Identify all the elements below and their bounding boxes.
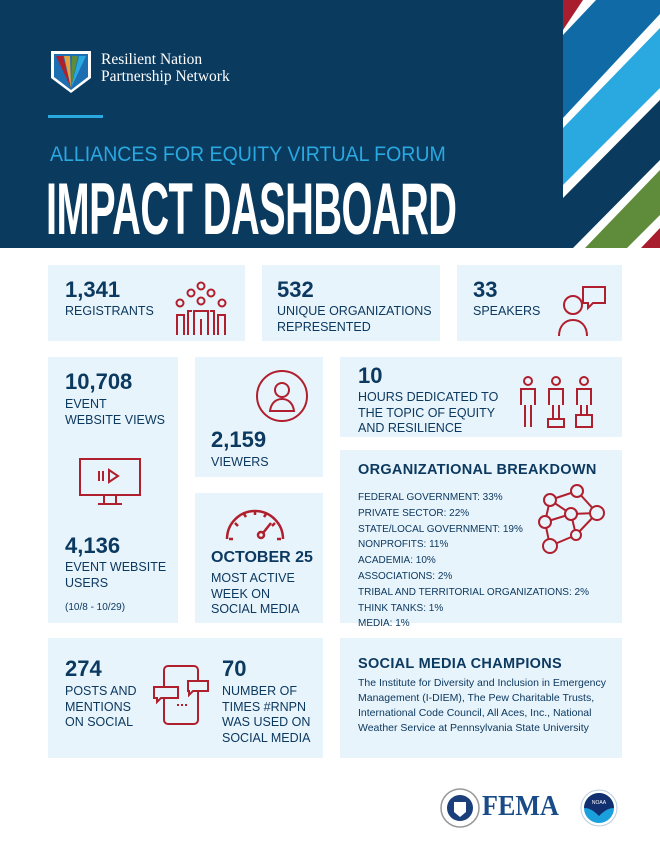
label-line: SOCIAL MEDIA — [222, 730, 311, 745]
website-card: 10,708 EVENT WEBSITE VIEWS 4,136 EVENT WE… — [48, 357, 178, 623]
hashtag-value: 70 — [222, 656, 247, 681]
registrants-value: 1,341 — [65, 277, 121, 302]
page-title: IMPACT DASHBOARD — [46, 169, 457, 248]
label-line: NUMBER OF — [222, 684, 297, 698]
label-line: MOST ACTIVE — [211, 571, 295, 585]
header-banner: Resilient Nation Partnership Network ALLI… — [0, 0, 660, 248]
organizations-card: 532 UNIQUE ORGANIZATIONS REPRESENTED — [262, 265, 440, 341]
breakdown-title: ORGANIZATIONAL BREAKDOWN — [358, 462, 597, 478]
noaa-label: NOAA — [592, 800, 607, 806]
org-name-line2: Partnership Network — [101, 68, 230, 85]
label-line: ON SOCIAL — [65, 715, 134, 729]
speedometer-icon — [225, 509, 285, 541]
person-circle-icon — [256, 370, 308, 422]
breakdown-item: PRIVATE SECTOR: 22% — [358, 507, 470, 519]
organizations-value: 532 — [277, 277, 314, 302]
label-line: REPRESENTED — [277, 319, 371, 334]
registrants-label: REGISTRANTS — [65, 304, 154, 318]
breakdown-item: STATE/LOCAL GOVERNMENT: 19% — [358, 523, 523, 535]
registrants-card: 1,341 REGISTRANTS — [48, 265, 245, 341]
active-week-label: MOST ACTIVE WEEK ON SOCIAL MEDIA — [211, 571, 299, 618]
label-line: MENTIONS — [65, 699, 131, 714]
decorative-stripes — [563, 0, 660, 248]
podium-speakers-icon — [520, 376, 593, 428]
org-name: Resilient Nation Partnership Network — [101, 51, 230, 85]
breakdown-item: TRIBAL AND TERRITORIAL ORGANIZATIONS: 2% — [358, 586, 589, 598]
hours-label: HOURS DEDICATED TO THE TOPIC OF EQUITY AND… — [358, 390, 498, 437]
people-group-icon — [175, 281, 227, 335]
monitor-video-icon — [79, 458, 141, 505]
champions-card: SOCIAL MEDIA CHAMPIONS The Institute for… — [340, 638, 622, 758]
label-line: SOCIAL MEDIA — [211, 602, 300, 616]
hashtag-label: NUMBER OF TIMES #RNPN WAS USED ON SOCIAL ME… — [222, 684, 310, 746]
breakdown-card: ORGANIZATIONAL BREAKDOWN FEDERAL GOVERNM… — [340, 450, 622, 629]
subtitle: ALLIANCES FOR EQUITY VIRTUAL FORUM — [50, 143, 446, 166]
label-line: USERS — [65, 575, 109, 590]
speakers-value: 33 — [473, 277, 498, 302]
breakdown-item: ACADEMIA: 10% — [358, 555, 436, 567]
label-line: EVENT WEBSITE — [65, 560, 167, 574]
breakdown-item: THINK TANKS: 1% — [358, 602, 444, 614]
rnpn-logo-icon — [51, 51, 91, 93]
posts-label: POSTS AND MENTIONS ON SOCIAL — [65, 684, 137, 731]
speakers-label: SPEAKERS — [473, 304, 541, 318]
active-week-card: OCTOBER 25 MOST ACTIVE WEEK ON SOCIAL MEDI… — [195, 493, 323, 623]
label-line: POSTS AND — [65, 684, 137, 698]
label-line: WAS USED ON — [222, 715, 311, 729]
hours-value: 10 — [358, 363, 383, 388]
posts-value: 274 — [65, 656, 102, 681]
website-views-label: EVENT WEBSITE VIEWS — [65, 397, 165, 428]
social-card: 274 POSTS AND MENTIONS ON SOCIAL 70 NUMBER… — [48, 638, 323, 758]
network-icon — [538, 484, 605, 554]
website-users-value: 4,136 — [65, 533, 121, 558]
breakdown-item: FEDERAL GOVERNMENT: 33% — [358, 492, 503, 503]
label-line: UNIQUE ORGANIZATIONS — [277, 304, 432, 318]
dhs-seal-icon — [440, 788, 480, 828]
viewers-value: 2,159 — [211, 427, 267, 452]
label-line: TIMES #RNPN — [222, 699, 307, 714]
noaa-logo-icon: NOAA — [580, 789, 618, 827]
breakdown-item: MEDIA: 1% — [358, 618, 410, 630]
champions-title: SOCIAL MEDIA CHAMPIONS — [358, 656, 562, 672]
breakdown-list: FEDERAL GOVERNMENT: 33% PRIVATE SECTOR: … — [358, 490, 589, 632]
label-line: HOURS DEDICATED TO — [358, 390, 499, 404]
speaker-icon — [558, 286, 606, 337]
hours-card: 10 HOURS DEDICATED TO THE TOPIC OF EQUITY… — [340, 357, 622, 437]
speakers-card: 33 SPEAKERS — [457, 265, 622, 341]
breakdown-item: ASSOCIATIONS: 2% — [358, 570, 453, 582]
active-week-value: OCTOBER 25 — [211, 549, 313, 566]
viewers-card: 2,159 VIEWERS — [195, 357, 323, 477]
website-views-value: 10,708 — [65, 369, 133, 394]
phone-chat-icon — [153, 665, 209, 725]
label-line: WEEK ON — [211, 586, 271, 601]
label-line: AND RESILIENCE — [358, 421, 463, 435]
label-line: WEBSITE VIEWS — [65, 412, 166, 427]
champions-text: The Institute for Diversity and Inclusio… — [358, 677, 607, 734]
website-users-label: EVENT WEBSITE USERS — [65, 560, 166, 591]
label-line: EVENT — [65, 397, 107, 411]
fema-logo: FEMA — [482, 790, 559, 822]
label-line: THE TOPIC OF EQUITY — [358, 405, 496, 420]
divider — [48, 115, 103, 118]
breakdown-item: NONPROFITS: 11% — [358, 539, 449, 551]
organizations-label: UNIQUE ORGANIZATIONS REPRESENTED — [277, 304, 432, 335]
org-name-line1: Resilient Nation — [101, 51, 203, 68]
date-range: (10/8 - 10/29) — [65, 602, 126, 613]
viewers-label: VIEWERS — [211, 455, 269, 469]
